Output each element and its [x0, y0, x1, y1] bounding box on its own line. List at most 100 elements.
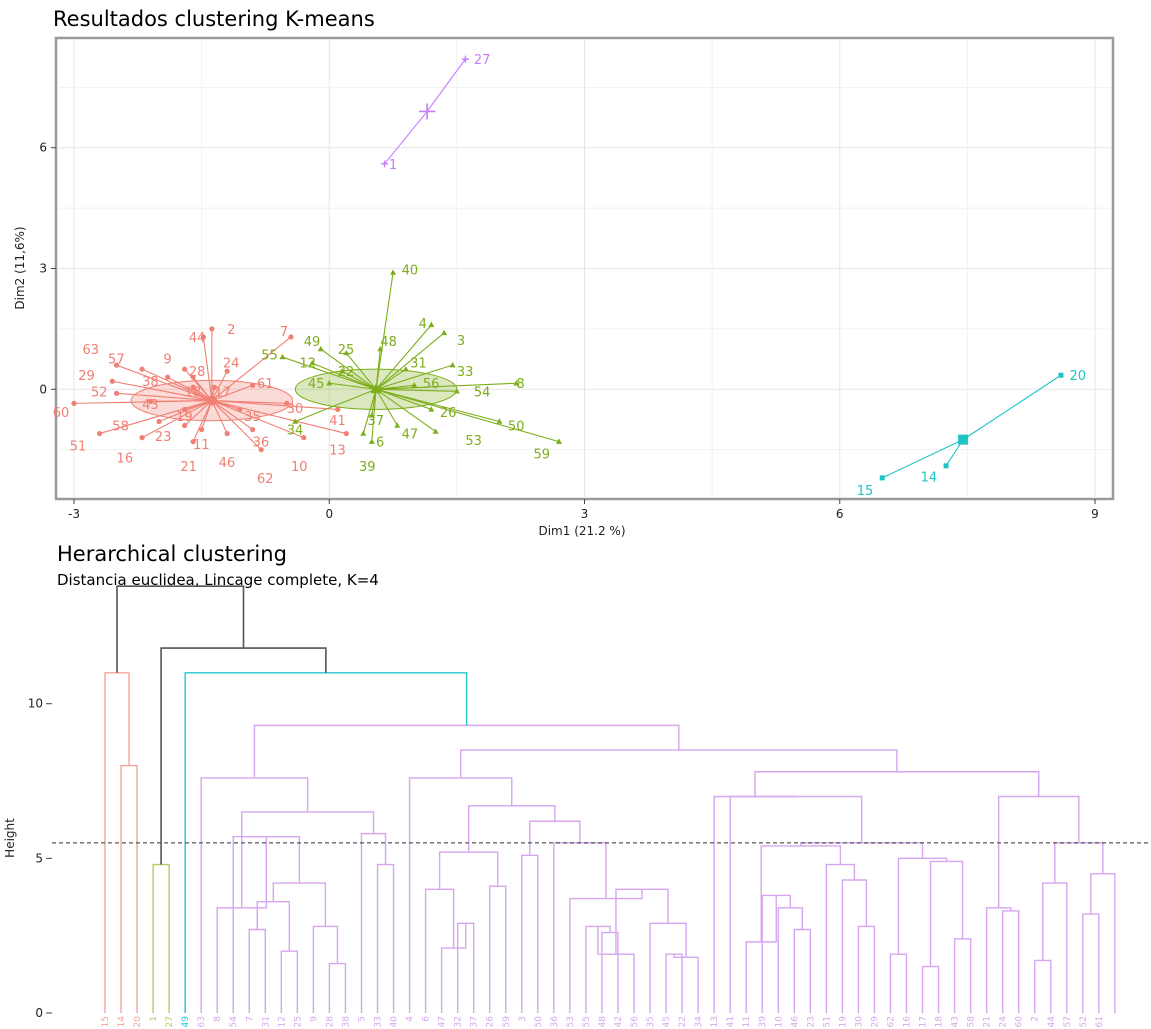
dendrogram-leaf-label: 42: [614, 1016, 624, 1027]
kmeans-point: [199, 426, 205, 433]
kmeans-point-label: 11: [193, 438, 210, 453]
kmeans-point: [292, 418, 299, 424]
dendrogram-leaf-label: 8: [213, 1016, 223, 1022]
dendrogram-leaf-label: 45: [662, 1016, 672, 1027]
kmeans-point-label: 23: [155, 430, 172, 445]
kmeans-point: [1058, 372, 1064, 378]
dendrogram-link: [649, 922, 687, 1013]
kmeans-point: [343, 430, 349, 437]
dendrogram-title: Herarchical clustering: [57, 542, 287, 566]
kmeans-point-label: 15: [857, 484, 874, 499]
kmeans-point-label: 49: [304, 335, 321, 350]
kmeans-point-label: 52: [91, 386, 108, 401]
kmeans-segment: [150, 400, 212, 402]
dendrogram-leaf-label: 41: [726, 1016, 736, 1027]
kmeans-point-label: 27: [474, 53, 491, 68]
dendrogram-link: [241, 811, 375, 908]
kmeans-y-ticks: 0 3 6: [39, 141, 56, 396]
kmeans-point-label: 20: [1069, 369, 1086, 384]
kmeans-segment: [320, 348, 377, 390]
dendrogram-leaf-label: 9: [309, 1016, 319, 1022]
dendrogram-leaf-label: 13: [710, 1016, 720, 1027]
kmeans-segment: [312, 362, 377, 390]
kmeans-point: [317, 345, 324, 352]
dendrogram-link: [929, 860, 964, 967]
dendrogram-leaf-label: 44: [1047, 1016, 1057, 1028]
kmeans-segment: [184, 400, 213, 426]
kmeans-point: [156, 418, 162, 425]
kmeans-point-label: 60: [53, 406, 70, 421]
dendrogram-leaf-label: 59: [502, 1016, 512, 1028]
dendrogram-leaf-label: 28: [325, 1016, 335, 1028]
kmeans-point: [326, 380, 333, 386]
dendrogram-link: [312, 925, 339, 1013]
dendrogram-link: [754, 771, 1040, 797]
kmeans-segment: [211, 400, 262, 451]
kmeans-point: [309, 359, 316, 366]
kmeans-point-label: 31: [410, 357, 427, 372]
kmeans-point-label: 14: [921, 470, 938, 485]
kmeans-point-label: 58: [112, 420, 129, 435]
kmeans-point-label: 41: [329, 414, 346, 429]
kmeans-point: [432, 428, 439, 434]
kmeans-point: [165, 374, 171, 380]
kmeans-point: [211, 384, 217, 390]
dendrogram-leaf-label: 34: [694, 1016, 704, 1028]
dendrogram-link: [889, 953, 908, 1013]
dendrogram-leaf-label: 24: [999, 1016, 1009, 1028]
kmeans-point: [182, 422, 188, 429]
kmeans-point-label: 63: [83, 343, 100, 358]
kmeans-point: [250, 426, 256, 433]
dendrogram-link: [985, 907, 1012, 1013]
kmeans-point: [224, 430, 230, 437]
kmeans-point-label: 51: [70, 440, 87, 455]
kmeans-segment: [375, 368, 407, 390]
kmeans-point-label: 36: [253, 436, 270, 451]
dendrogram-leaf-label: 35: [646, 1016, 656, 1027]
kmeans-point: [943, 463, 949, 469]
kmeans-point-label: 62: [257, 472, 274, 487]
dendrogram-link: [793, 928, 812, 1013]
kmeans-center: [370, 383, 382, 394]
kmeans-point-label: 28: [189, 365, 206, 380]
dendrogram-leaf-label: 18: [935, 1016, 945, 1028]
dendrogram-leaf-label: 26: [486, 1016, 496, 1028]
dendrogram-link: [360, 832, 387, 1013]
dendrogram-leaf-label: 52: [1079, 1016, 1089, 1027]
dendrogram-leaf-label: 16: [903, 1016, 913, 1028]
dendrogram-leaf-label: 61: [1095, 1016, 1105, 1027]
kmeans-point-label: 37: [368, 414, 385, 429]
dendrogram-leaf-label: 21: [983, 1016, 993, 1027]
kmeans-segment: [202, 336, 213, 401]
dendrogram-leaf-label: 54: [229, 1016, 239, 1028]
kmeans-point: [190, 374, 196, 380]
dendrogram-link: [713, 795, 796, 1013]
kmeans-point: [555, 438, 562, 444]
kmeans-x-tick-label: 0: [325, 507, 333, 521]
dendrogram-link: [1082, 913, 1100, 1013]
kmeans-points: [71, 55, 1064, 481]
dendrogram-link: [328, 962, 347, 1013]
kmeans-point-label: 48: [380, 335, 397, 350]
kmeans-x-axis-label: Dim1 (21.2 %): [538, 524, 625, 538]
dendrogram-link: [152, 863, 170, 1013]
kmeans-point-label: 40: [402, 263, 419, 278]
kmeans-point: [209, 326, 215, 332]
dendrogram-link: [800, 842, 924, 859]
kmeans-segment: [375, 388, 432, 410]
kmeans-point-label: 46: [219, 456, 236, 471]
kmeans-point: [461, 55, 469, 63]
dendrogram-leaf-label: 46: [790, 1016, 800, 1028]
kmeans-segment: [211, 400, 338, 410]
dendrogram-leaf-label: 22: [678, 1016, 688, 1027]
dendrogram-leaf-label: 40: [390, 1016, 400, 1028]
kmeans-segment: [141, 400, 213, 439]
kmeans-point: [237, 406, 243, 413]
kmeans-point: [96, 430, 103, 437]
kmeans-point-label: 13: [329, 444, 346, 459]
kmeans-point-label: 8: [516, 377, 524, 392]
dendrogram-link: [601, 931, 619, 1013]
dendrogram-leaf-label: 20: [133, 1016, 143, 1028]
